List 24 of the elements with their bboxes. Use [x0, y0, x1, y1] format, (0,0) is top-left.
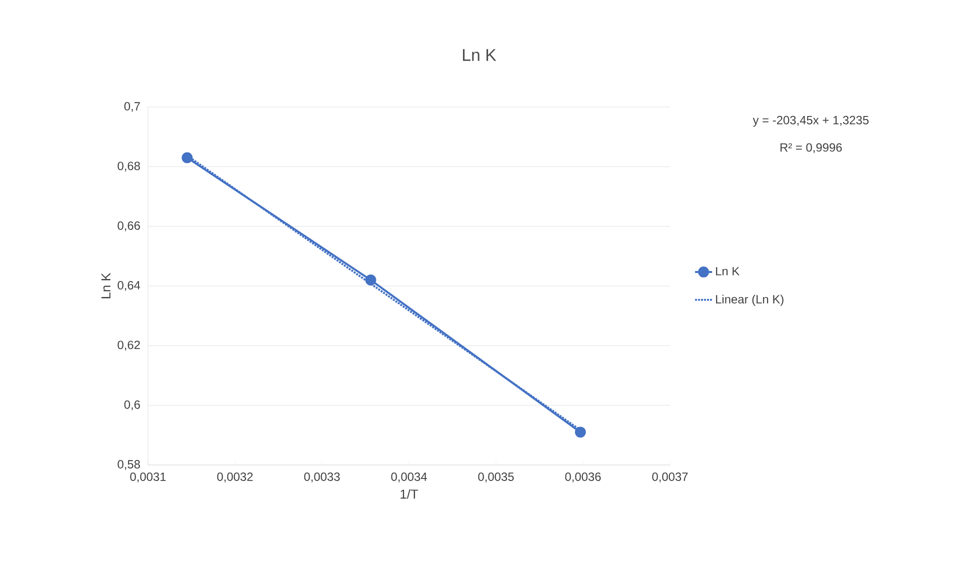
y-tick-label: 0,7 [124, 102, 140, 112]
legend-label: Linear (Ln K) [716, 294, 784, 306]
y-tick-label: 0,58 [118, 460, 140, 470]
chart-title: Ln K [462, 49, 496, 61]
x-tick-label: 0,0033 [304, 472, 340, 482]
x-tick-label: 0,0036 [565, 472, 601, 482]
legend-label: Ln K [716, 267, 740, 276]
point [365, 274, 376, 286]
y-tick-label: 0,6 [124, 400, 140, 410]
x-tick-label: 0,0031 [130, 472, 166, 482]
x-axis-title: 1/T [400, 489, 418, 499]
x-tick-label: 0,0032 [217, 472, 253, 482]
y-axis-title: Ln K [101, 272, 110, 298]
text: y = -203,45x + 1,3235 [752, 116, 869, 127]
x-tick-label: 0,0034 [391, 472, 427, 482]
x-tick-label: 0,0037 [652, 472, 688, 482]
y-tick-label: 0,66 [118, 221, 140, 232]
point [574, 426, 586, 438]
x-tick-label: 0,0035 [478, 472, 514, 482]
text: R² = 0,9996 [780, 143, 842, 154]
point [182, 152, 193, 164]
y-tick-label: 0,64 [118, 281, 140, 291]
y-tick-label: 0,68 [118, 162, 140, 172]
y-tick-label: 0,62 [118, 340, 140, 351]
